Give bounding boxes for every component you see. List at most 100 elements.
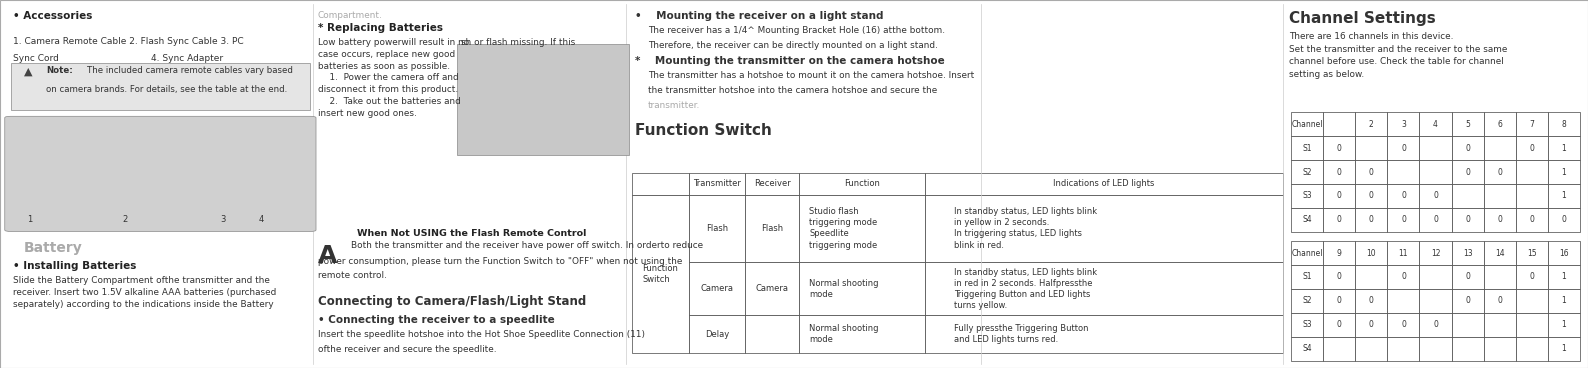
Bar <box>1420 136 1451 160</box>
Bar <box>799 315 924 353</box>
Text: 0: 0 <box>1466 167 1470 177</box>
Bar <box>1388 112 1420 136</box>
Text: There are 16 channels in this device.
Set the transmitter and the receiver to th: There are 16 channels in this device. Se… <box>1289 32 1509 79</box>
Bar <box>799 262 924 315</box>
Bar <box>1355 313 1388 337</box>
FancyBboxPatch shape <box>5 116 316 231</box>
Text: 0: 0 <box>1561 215 1566 224</box>
Bar <box>1323 160 1355 184</box>
Text: 0: 0 <box>1337 320 1342 329</box>
Text: 0: 0 <box>1529 215 1534 224</box>
Bar <box>1483 184 1517 208</box>
Bar <box>1483 313 1517 337</box>
Text: Slide the Battery Compartment ofthe transmitter and the
receiver. Insert two 1.5: Slide the Battery Compartment ofthe tran… <box>13 276 276 309</box>
Bar <box>1548 337 1580 361</box>
Text: S2: S2 <box>1302 296 1312 305</box>
Bar <box>1451 289 1483 313</box>
Text: Low battery powerwill result in no
case occurs, replace new good
batteries as so: Low battery powerwill result in no case … <box>318 38 468 118</box>
Bar <box>924 262 1283 315</box>
Bar <box>1420 241 1451 265</box>
Bar <box>1517 208 1548 232</box>
Text: Note:: Note: <box>46 66 73 75</box>
Bar <box>799 195 924 262</box>
Bar <box>1548 313 1580 337</box>
Text: Channel: Channel <box>1291 120 1323 129</box>
Text: 0: 0 <box>1432 215 1439 224</box>
Bar <box>1355 112 1388 136</box>
Text: 3: 3 <box>1401 120 1405 129</box>
Bar <box>1388 337 1420 361</box>
Bar <box>1420 184 1451 208</box>
Text: Both the transmitter and the receiver have power off switch. In orderto reduce: Both the transmitter and the receiver ha… <box>351 241 703 250</box>
Bar <box>1548 241 1580 265</box>
Text: Connecting to Camera/Flash/Light Stand: Connecting to Camera/Flash/Light Stand <box>318 295 586 308</box>
Bar <box>1388 208 1420 232</box>
Text: Insert the speedlite hotshoe into the Hot Shoe Speedlite Connection (11): Insert the speedlite hotshoe into the Ho… <box>318 330 645 339</box>
Bar <box>1291 337 1323 361</box>
Bar <box>1517 265 1548 289</box>
Text: 0: 0 <box>1337 296 1342 305</box>
Text: In standby status, LED lights blink
in red in 2 seconds. Halfpressthe
Triggering: In standby status, LED lights blink in r… <box>954 268 1097 310</box>
Text: 0: 0 <box>1337 215 1342 224</box>
Text: 4: 4 <box>1432 120 1439 129</box>
Bar <box>1355 184 1388 208</box>
Bar <box>924 195 1283 262</box>
Text: 0: 0 <box>1369 191 1374 201</box>
Text: 1: 1 <box>1561 167 1566 177</box>
Text: * Replacing Batteries: * Replacing Batteries <box>318 23 443 33</box>
Text: Camera: Camera <box>756 284 789 293</box>
Bar <box>1291 265 1323 289</box>
Text: 0: 0 <box>1401 144 1405 153</box>
Text: Battery: Battery <box>24 241 83 255</box>
Text: Transmitter: Transmitter <box>692 179 742 188</box>
Bar <box>1355 208 1388 232</box>
Bar <box>1388 265 1420 289</box>
Bar <box>1483 160 1517 184</box>
Text: S4: S4 <box>1302 344 1312 353</box>
Bar <box>1483 208 1517 232</box>
Text: 0: 0 <box>1466 215 1470 224</box>
Text: 0: 0 <box>1466 296 1470 305</box>
Text: S1: S1 <box>1302 272 1312 282</box>
Text: 0: 0 <box>1401 272 1405 282</box>
Bar <box>1451 208 1483 232</box>
Bar <box>1388 136 1420 160</box>
Bar <box>1323 112 1355 136</box>
Bar <box>1355 160 1388 184</box>
Text: 0: 0 <box>1369 215 1374 224</box>
Bar <box>1291 208 1323 232</box>
Text: Channel: Channel <box>1291 248 1323 258</box>
Bar <box>1517 241 1548 265</box>
Bar <box>1291 160 1323 184</box>
Bar <box>1517 112 1548 136</box>
Bar <box>1323 265 1355 289</box>
Text: When Not USING the Flash Remote Control: When Not USING the Flash Remote Control <box>357 229 586 238</box>
Bar <box>1323 136 1355 160</box>
Text: 0: 0 <box>1466 272 1470 282</box>
Bar <box>1323 208 1355 232</box>
Bar <box>1517 313 1548 337</box>
Bar <box>1548 160 1580 184</box>
Bar <box>1517 184 1548 208</box>
Text: ofthe receiver and secure the speedlite.: ofthe receiver and secure the speedlite. <box>318 345 495 354</box>
Bar <box>1517 289 1548 313</box>
Text: 8: 8 <box>1561 120 1566 129</box>
Text: Sync Cord: Sync Cord <box>13 54 59 63</box>
Text: 1: 1 <box>1561 320 1566 329</box>
Bar <box>1548 289 1580 313</box>
Text: 0: 0 <box>1401 320 1405 329</box>
Text: 4: 4 <box>259 216 264 224</box>
Text: 9: 9 <box>1337 248 1342 258</box>
Text: 4. Sync Adapter: 4. Sync Adapter <box>151 54 222 63</box>
Text: Camera: Camera <box>700 284 734 293</box>
Text: 0: 0 <box>1497 215 1502 224</box>
Text: 0: 0 <box>1337 272 1342 282</box>
Bar <box>1420 265 1451 289</box>
Text: 0: 0 <box>1401 191 1405 201</box>
Bar <box>1420 208 1451 232</box>
Bar <box>1388 289 1420 313</box>
Text: Receiver: Receiver <box>754 179 791 188</box>
Text: Delay: Delay <box>705 330 729 339</box>
Bar <box>689 173 745 195</box>
Bar <box>1388 313 1420 337</box>
